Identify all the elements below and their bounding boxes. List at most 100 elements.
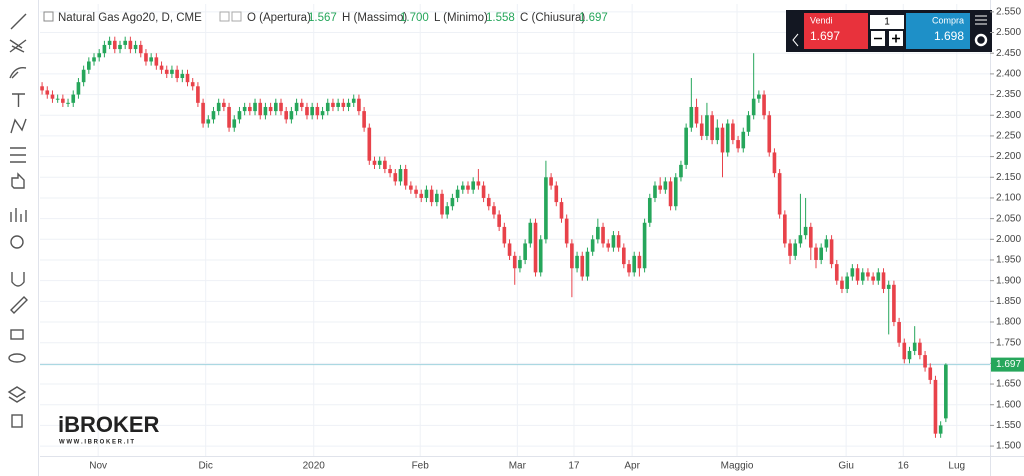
trend-tool[interactable] [10,13,27,30]
candle-body [336,102,340,107]
candle-body [222,102,226,107]
candle-body [944,364,948,419]
candle-body [502,226,507,244]
candle-body [575,255,579,269]
candle-body [621,247,626,265]
candle-body [590,239,595,252]
candle-body [305,106,309,116]
measure-tool[interactable] [10,208,27,222]
open-label: O (Apertura) [247,12,311,24]
candle-body [902,342,907,360]
candle-body [190,82,195,87]
candle-body [777,173,782,215]
candle-body [175,69,179,79]
close-button[interactable] [231,11,242,22]
candle-body [580,255,585,277]
candle-body [585,251,590,277]
candle-body [50,94,55,99]
candle-body [881,272,886,289]
candle-body [211,111,216,120]
y-tick-label: 2.400 [996,69,1021,80]
menu-icon[interactable] [975,15,987,25]
candle-body [720,127,725,153]
candle-body [694,106,699,124]
lock-tool[interactable] [10,329,24,340]
candle-body [554,185,559,203]
candle-body [393,173,398,182]
candle-body [486,197,491,207]
candle-body [855,268,860,281]
candle-body [788,243,792,256]
candle-body [258,102,263,116]
candle-body [232,119,237,128]
candle-body [294,102,299,112]
x-tick-label: Feb [412,461,430,472]
candle-body [632,255,637,273]
prediction-tool[interactable] [10,147,26,163]
visibility-tool[interactable] [8,353,26,363]
buy-button[interactable] [906,13,970,49]
candle-body [928,367,933,380]
candle-body [528,222,533,244]
candle-body [159,65,164,70]
high-value: 1.700 [400,12,429,24]
candle-body [123,40,128,45]
quantity-input[interactable] [870,15,904,29]
y-tick-label: 2.450 [996,48,1021,59]
y-tick-label: 1.550 [996,420,1021,431]
candle-body [715,127,720,141]
symbol: Natural Gas Ago20, D, CME [58,12,202,24]
gear-icon[interactable] [974,33,988,47]
candle-body [751,98,756,116]
qty-signs [874,34,900,43]
candle-body [736,140,740,149]
y-tick-label: 1.650 [996,379,1021,390]
pattern-tool[interactable] [10,118,27,134]
candle-body [637,255,642,269]
y-tick-label: 2.300 [996,110,1021,121]
candle-body [357,98,361,112]
quantity: 1 [884,17,890,28]
candle-body [185,73,190,83]
candle-body [653,185,657,198]
candle-body [497,214,501,227]
layers-tool[interactable] [7,386,27,403]
close-value: 1.697 [579,12,608,24]
candle-body [409,185,413,190]
y-tick-label: 2.500 [996,27,1021,38]
candle-body [466,185,470,190]
candle-body [544,177,548,240]
trash-tool[interactable] [11,414,23,428]
candle-body [918,342,922,356]
candle-body [268,106,273,112]
candle-body [679,164,683,178]
settings-button[interactable] [219,11,230,22]
hand-tool[interactable] [11,172,25,189]
candle-body [673,177,678,207]
brush-tool[interactable] [9,67,27,79]
candle-body [263,106,268,116]
collapse-button[interactable] [43,11,54,22]
tool-icons [7,13,28,428]
candle-body [180,73,185,79]
candle-body [341,102,346,107]
draw-mode-tool[interactable] [10,296,28,314]
candle-body [549,177,553,186]
candle-body [570,243,574,269]
candle-body [845,276,849,289]
candle-body [76,82,81,95]
fib-tool[interactable] [9,39,27,53]
magnet-tool[interactable] [11,272,25,287]
zoom-tool[interactable] [10,235,24,249]
candle-body [331,102,335,107]
text-tool[interactable] [12,93,25,107]
logo-url: W W W . I B R O K E R . I T [59,440,134,446]
candle-body [320,111,325,116]
candle-body [87,61,91,70]
collapse-arrow[interactable] [792,33,799,47]
sell-button[interactable] [804,13,868,49]
y-tick-label: 1.500 [996,441,1021,452]
candle-body [933,379,938,434]
x-tick-label: Mar [509,461,527,472]
candle-body [170,69,174,74]
